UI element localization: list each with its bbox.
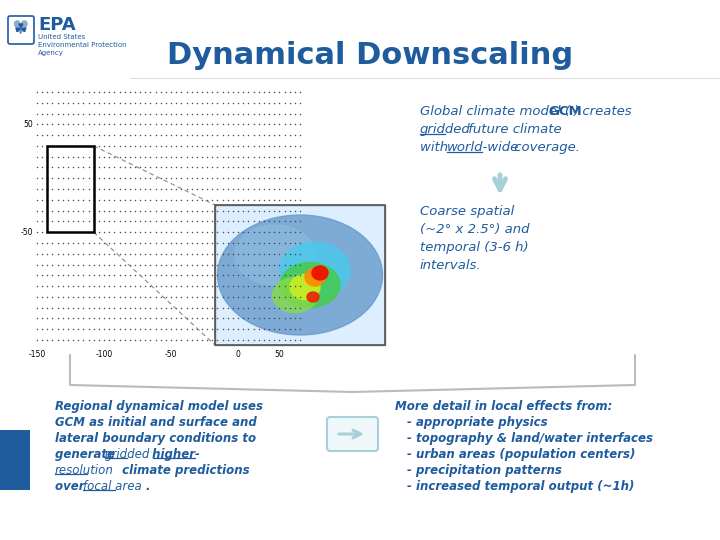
Text: future climate: future climate <box>464 123 562 136</box>
Ellipse shape <box>280 242 350 298</box>
Text: - appropriate physics: - appropriate physics <box>407 416 548 429</box>
Bar <box>215 205 385 345</box>
Text: Regional dynamical model uses: Regional dynamical model uses <box>55 400 263 413</box>
Text: 0: 0 <box>235 350 240 359</box>
Text: 50: 50 <box>274 350 284 359</box>
Text: - increased temporal output (~1h): - increased temporal output (~1h) <box>407 480 634 493</box>
Text: More detail in local effects from:: More detail in local effects from: <box>395 400 613 413</box>
Ellipse shape <box>217 215 382 335</box>
Text: - precipitation patterns: - precipitation patterns <box>407 464 562 477</box>
Ellipse shape <box>312 266 328 280</box>
Text: coverage.: coverage. <box>510 141 580 154</box>
Bar <box>48 146 94 232</box>
Text: generate: generate <box>55 448 119 461</box>
Text: United States: United States <box>38 34 85 40</box>
Text: GCM: GCM <box>548 105 582 118</box>
Text: -150: -150 <box>28 350 45 359</box>
Text: climate predictions: climate predictions <box>118 464 250 477</box>
Text: (~2° x 2.5°) and: (~2° x 2.5°) and <box>420 223 529 236</box>
Text: focal area: focal area <box>83 480 142 493</box>
Text: gridded: gridded <box>420 123 471 136</box>
Text: world-wide: world-wide <box>447 141 519 154</box>
Text: ♥: ♥ <box>12 18 29 37</box>
Text: ☘: ☘ <box>14 23 28 37</box>
Text: gridded: gridded <box>105 448 150 461</box>
Text: resolution: resolution <box>55 464 114 477</box>
Text: - urban areas (population centers): - urban areas (population centers) <box>407 448 635 461</box>
Text: intervals.: intervals. <box>420 259 482 272</box>
Ellipse shape <box>235 225 315 285</box>
Text: Global climate model (: Global climate model ( <box>420 105 570 118</box>
Text: Agency: Agency <box>38 50 64 56</box>
Ellipse shape <box>307 292 319 302</box>
Text: 50: 50 <box>23 120 33 129</box>
Text: -100: -100 <box>96 350 112 359</box>
Text: ) creates: ) creates <box>574 105 633 118</box>
Bar <box>215 205 385 345</box>
FancyBboxPatch shape <box>327 417 378 451</box>
Text: over: over <box>55 480 89 493</box>
Bar <box>0 430 30 490</box>
Text: Environmental Protection: Environmental Protection <box>38 42 127 48</box>
Ellipse shape <box>305 268 325 286</box>
Text: EPA: EPA <box>38 16 76 34</box>
Text: -50: -50 <box>20 228 33 237</box>
Text: GCM as initial and surface and: GCM as initial and surface and <box>55 416 257 429</box>
Text: with: with <box>420 141 452 154</box>
Text: temporal (3-6 h): temporal (3-6 h) <box>420 241 528 254</box>
Text: Coarse spatial: Coarse spatial <box>420 205 514 218</box>
Text: -50: -50 <box>165 350 177 359</box>
Text: higher-: higher- <box>148 448 200 461</box>
Ellipse shape <box>280 262 340 307</box>
Text: lateral boundary conditions to: lateral boundary conditions to <box>55 432 256 445</box>
Ellipse shape <box>290 274 320 300</box>
Ellipse shape <box>272 278 318 313</box>
Text: Dynamical Downscaling: Dynamical Downscaling <box>167 40 573 70</box>
Text: .: . <box>145 480 150 493</box>
Text: - topography & land/water interfaces: - topography & land/water interfaces <box>407 432 653 445</box>
